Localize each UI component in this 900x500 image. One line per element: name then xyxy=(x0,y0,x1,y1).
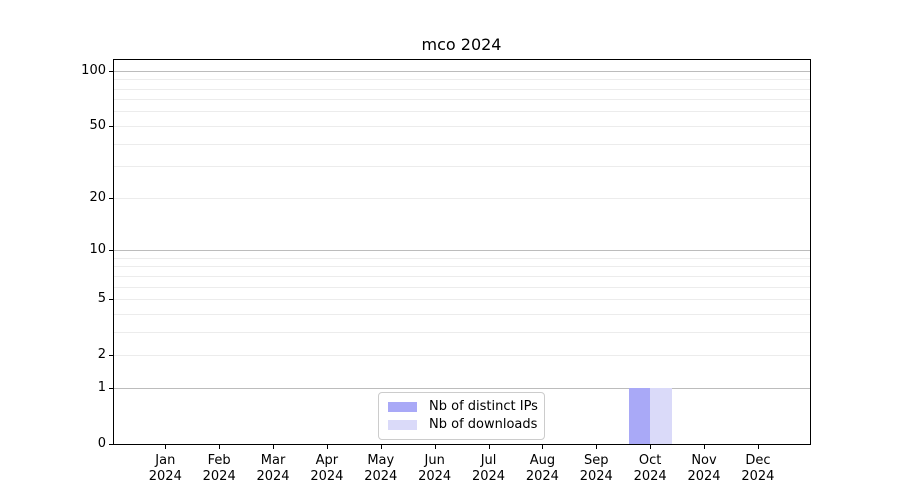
legend-item-distinct-ips: Nb of distinct IPs xyxy=(388,398,538,415)
y-tick-label: 1 xyxy=(97,379,106,395)
x-tick-month: Jan xyxy=(155,453,176,468)
bar-nb-of-distinct-ips xyxy=(628,387,651,444)
x-tick-month: Aug xyxy=(529,453,556,468)
legend-swatch-downloads xyxy=(388,419,417,430)
x-tick-year: 2024 xyxy=(310,469,344,484)
x-tick-month: Jul xyxy=(480,453,497,468)
y-tick-mark xyxy=(109,299,113,301)
legend: Nb of distinct IPs Nb of downloads xyxy=(378,392,545,440)
x-tick-mark xyxy=(650,445,652,449)
y-tick-label: 2 xyxy=(97,347,106,363)
legend-swatch-distinct-ips xyxy=(388,401,417,412)
x-tick-mark xyxy=(488,445,490,449)
y-tick-label: 5 xyxy=(97,291,106,307)
x-tick-month: Oct xyxy=(638,453,662,468)
minor-gridline xyxy=(114,111,810,113)
y-tick-mark xyxy=(109,387,113,389)
y-tick-mark xyxy=(109,197,113,199)
minor-gridline xyxy=(114,99,810,101)
minor-gridline xyxy=(114,88,810,90)
x-tick-label: Jan 2024 xyxy=(130,453,200,485)
x-tick-month: Dec xyxy=(745,453,771,468)
minor-gridline xyxy=(114,313,810,315)
y-tick-label: 20 xyxy=(89,189,106,205)
y-tick-mark xyxy=(109,444,113,445)
y-tick-label: 10 xyxy=(89,242,106,258)
x-tick-mark xyxy=(704,445,706,449)
minor-gridline xyxy=(114,197,810,199)
x-tick-mark xyxy=(219,445,221,449)
x-tick-month: May xyxy=(367,453,395,468)
x-tick-label: Mar 2024 xyxy=(238,453,308,485)
x-tick-year: 2024 xyxy=(525,469,559,484)
x-tick-year: 2024 xyxy=(202,469,236,484)
x-tick-year: 2024 xyxy=(256,469,290,484)
x-tick-label: Feb 2024 xyxy=(184,453,254,485)
y-tick-label: 100 xyxy=(81,62,106,78)
legend-item-downloads: Nb of downloads xyxy=(388,416,538,433)
minor-gridline xyxy=(114,79,810,81)
x-tick-month: Feb xyxy=(207,453,231,468)
x-tick-label: May 2024 xyxy=(346,453,416,485)
x-tick-month: Jun xyxy=(424,453,445,468)
bar-nb-of-downloads xyxy=(650,387,672,444)
legend-label-downloads: Nb of downloads xyxy=(429,417,538,432)
minor-gridline xyxy=(114,266,810,268)
x-tick-year: 2024 xyxy=(148,469,182,484)
x-tick-label: Oct 2024 xyxy=(615,453,685,485)
x-tick-mark xyxy=(273,445,275,449)
x-tick-label: Jun 2024 xyxy=(400,453,470,485)
x-tick-month: Sep xyxy=(584,453,609,468)
x-tick-mark xyxy=(326,445,328,449)
minor-gridline xyxy=(114,355,810,357)
x-tick-label: Nov 2024 xyxy=(669,453,739,485)
x-tick-year: 2024 xyxy=(687,469,721,484)
x-tick-label: Dec 2024 xyxy=(723,453,793,485)
legend-label-distinct-ips: Nb of distinct IPs xyxy=(429,399,538,414)
chart-title: mco 2024 xyxy=(421,35,502,54)
y-tick-label: 50 xyxy=(89,117,106,133)
minor-gridline xyxy=(114,299,810,301)
minor-gridline xyxy=(114,275,810,277)
x-tick-mark xyxy=(434,445,436,449)
x-tick-year: 2024 xyxy=(418,469,452,484)
x-tick-month: Apr xyxy=(315,453,339,468)
minor-gridline xyxy=(114,257,810,259)
x-tick-label: Aug 2024 xyxy=(507,453,577,485)
x-tick-year: 2024 xyxy=(741,469,775,484)
plot-area xyxy=(113,59,811,445)
y-tick-mark xyxy=(109,125,113,127)
minor-gridline xyxy=(114,331,810,333)
major-gridline xyxy=(114,250,810,252)
x-tick-mark xyxy=(165,445,167,449)
x-tick-mark xyxy=(757,445,759,449)
x-tick-month: Nov xyxy=(691,453,717,468)
x-tick-month: Mar xyxy=(260,453,286,468)
major-gridline xyxy=(114,387,810,389)
x-tick-year: 2024 xyxy=(471,469,506,484)
x-tick-year: 2024 xyxy=(633,469,667,484)
y-tick-label: 0 xyxy=(97,436,106,451)
major-gridline xyxy=(114,70,810,72)
y-tick-mark xyxy=(109,70,113,72)
x-tick-year: 2024 xyxy=(579,469,613,484)
minor-gridline xyxy=(114,286,810,288)
minor-gridline xyxy=(114,143,810,145)
minor-gridline xyxy=(114,166,810,168)
x-tick-mark xyxy=(542,445,544,449)
x-tick-year: 2024 xyxy=(364,469,398,484)
minor-gridline xyxy=(114,125,810,127)
x-tick-label: Sep 2024 xyxy=(561,453,631,485)
x-tick-mark xyxy=(596,445,598,449)
y-tick-mark xyxy=(109,355,113,357)
x-tick-mark xyxy=(380,445,382,449)
y-tick-mark xyxy=(109,250,113,252)
x-tick-label: Apr 2024 xyxy=(292,453,362,485)
x-tick-label: Jul 2024 xyxy=(454,453,524,485)
